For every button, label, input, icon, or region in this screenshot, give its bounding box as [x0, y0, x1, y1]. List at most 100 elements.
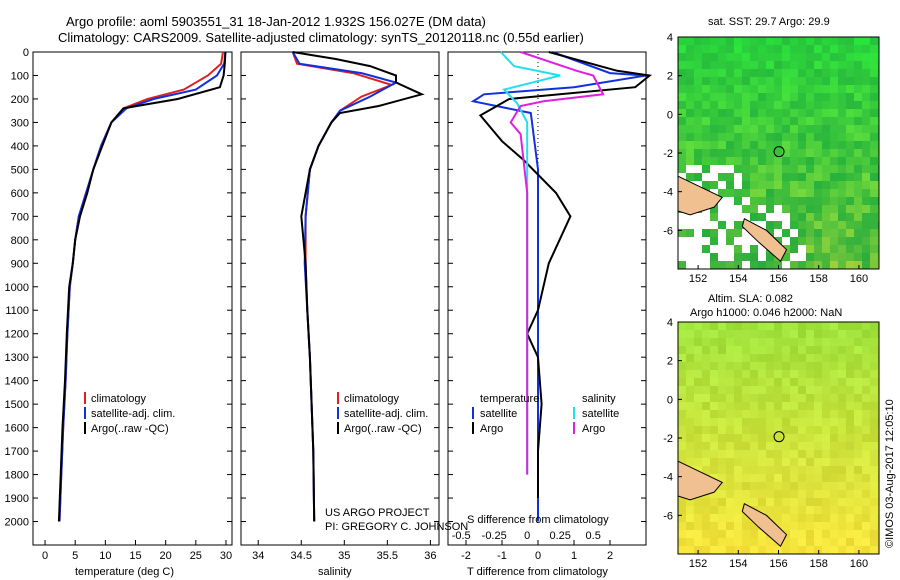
- map-cell: [782, 181, 790, 189]
- map-cell: [870, 37, 878, 45]
- map-cell: [790, 53, 798, 61]
- map-cell: [806, 426, 814, 434]
- map-cell: [694, 221, 702, 229]
- map-cell: [846, 538, 854, 546]
- map-cell: [734, 221, 742, 229]
- map-cell: [766, 330, 774, 338]
- map-cell: [702, 434, 710, 442]
- map-cell: [814, 426, 822, 434]
- map-cell: [798, 221, 806, 229]
- map-cell: [766, 141, 774, 149]
- map-cell: [846, 322, 854, 330]
- map-cell: [862, 466, 870, 474]
- map-cell: [766, 205, 774, 213]
- map-cell: [694, 458, 702, 466]
- map-cell: [782, 418, 790, 426]
- map-cell: [766, 474, 774, 482]
- map-cell: [718, 370, 726, 378]
- map-cell: [774, 149, 782, 157]
- map-cell: [830, 253, 838, 261]
- map-cell: [814, 514, 822, 522]
- map-cell: [686, 261, 694, 269]
- map-cell: [798, 93, 806, 101]
- map-cell: [734, 418, 742, 426]
- map-cell: [726, 125, 734, 133]
- map-cell: [782, 450, 790, 458]
- map-cell: [742, 45, 750, 53]
- map-cell: [806, 402, 814, 410]
- y-tick-label: 1200: [5, 329, 29, 341]
- map-cell: [702, 362, 710, 370]
- map-cell: [862, 458, 870, 466]
- map-cell: [726, 237, 734, 245]
- map-y-tick-label: 2: [667, 71, 673, 83]
- map-cell: [686, 330, 694, 338]
- map-cell: [742, 189, 750, 197]
- map-cell: [774, 434, 782, 442]
- map-cell: [702, 141, 710, 149]
- map-cell: [822, 522, 830, 530]
- map-cell: [702, 546, 710, 554]
- sst-map: 152 154 156 158 160 4 2 0 -2 -4 -6: [663, 32, 880, 285]
- map-cell: [726, 77, 734, 85]
- difference-panel-frame: [447, 51, 647, 546]
- map-cell: [718, 173, 726, 181]
- map-cell: [822, 370, 830, 378]
- map-cell: [782, 261, 790, 269]
- map-cell: [734, 141, 742, 149]
- map-cell: [830, 101, 838, 109]
- map-cell: [790, 45, 798, 53]
- map-cell: [814, 346, 822, 354]
- map-cell: [822, 69, 830, 77]
- map-cell: [774, 362, 782, 370]
- map-cell: [710, 109, 718, 117]
- figure-title-line2: Climatology: CARS2009. Satellite-adjuste…: [58, 30, 584, 45]
- map-cell: [702, 125, 710, 133]
- map-cell: [734, 149, 742, 157]
- map-cell: [742, 261, 750, 269]
- map-cell: [678, 117, 686, 125]
- map-cell: [846, 490, 854, 498]
- map-cell: [814, 77, 822, 85]
- map-cell: [870, 117, 878, 125]
- map-cell: [702, 514, 710, 522]
- map-cell: [830, 221, 838, 229]
- map-cell: [766, 197, 774, 205]
- map-cell: [822, 181, 830, 189]
- map-cell: [862, 37, 870, 45]
- map-cell: [838, 330, 846, 338]
- map-cell: [862, 261, 870, 269]
- map-cell: [742, 546, 750, 554]
- map-cell: [814, 338, 822, 346]
- map-cell: [678, 506, 686, 514]
- map-cell: [846, 77, 854, 85]
- map-cell: [870, 133, 878, 141]
- map-cell: [854, 370, 862, 378]
- map-cell: [838, 37, 846, 45]
- map-cell: [694, 418, 702, 426]
- map-cell: [726, 197, 734, 205]
- map-cell: [854, 434, 862, 442]
- map-cell: [798, 402, 806, 410]
- map-cell: [814, 490, 822, 498]
- map-cell: [790, 253, 798, 261]
- map-cell: [774, 330, 782, 338]
- map-cell: [830, 197, 838, 205]
- map-x-tick-label: 158: [810, 558, 828, 570]
- map-cell: [758, 354, 766, 362]
- map-cell: [790, 346, 798, 354]
- map-cell: [742, 109, 750, 117]
- map-cell: [782, 322, 790, 330]
- map-cell: [774, 117, 782, 125]
- map-cell: [862, 514, 870, 522]
- map-cell: [710, 402, 718, 410]
- map-cell: [702, 45, 710, 53]
- map-cell: [694, 354, 702, 362]
- map-cell: [710, 514, 718, 522]
- map-cell: [678, 426, 686, 434]
- map-cell: [854, 546, 862, 554]
- map-cell: [806, 229, 814, 237]
- map-cell: [870, 197, 878, 205]
- map-cell: [758, 482, 766, 490]
- map-cell: [862, 61, 870, 69]
